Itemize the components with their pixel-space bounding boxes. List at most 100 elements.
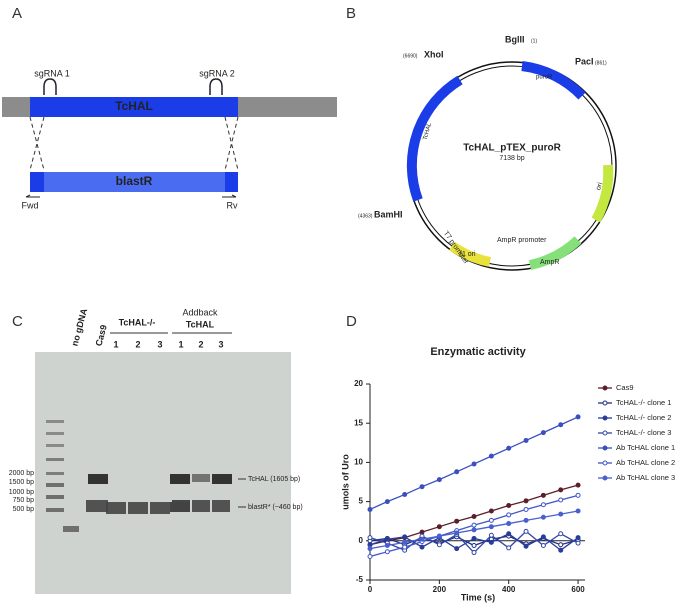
lane-number: 2 [198, 339, 203, 349]
ladder-label: 750 bp [13, 497, 35, 504]
gel-bands [46, 420, 230, 532]
point [558, 422, 564, 428]
ampr-arrow [528, 236, 582, 270]
marker-box [30, 172, 238, 192]
x-tick-label: 400 [502, 585, 516, 594]
point [575, 482, 581, 488]
point [436, 477, 442, 483]
chart-title: Enzymatic activity [430, 346, 526, 358]
site-pos: (6690) [403, 53, 418, 59]
arm [30, 172, 44, 192]
point [367, 553, 373, 559]
point [384, 536, 390, 542]
feature-label: AmpR promoter [497, 237, 547, 244]
site-pos: (1) [531, 38, 537, 44]
plasmid-name: TcHAL_pTEX_puroR [463, 143, 561, 154]
point [419, 529, 425, 535]
point [506, 521, 512, 527]
gel [35, 352, 291, 594]
x-axis-label: Time (s) [461, 592, 495, 602]
point [454, 530, 460, 536]
point [575, 508, 581, 514]
y-tick-label: 0 [359, 536, 364, 545]
marker-label: blastR [116, 174, 153, 188]
x-tick-label: 200 [433, 585, 447, 594]
legend-marker [602, 385, 608, 391]
feature-label: ori [595, 181, 604, 191]
point [506, 503, 512, 509]
point [558, 487, 564, 493]
band-label: blastR* (~460 bp) [248, 504, 303, 511]
x-tick-label: 0 [368, 585, 373, 594]
point [540, 543, 546, 549]
ladder-label: 500 bp [13, 506, 35, 513]
point [384, 549, 390, 555]
ladder-label: 1000 bp [9, 489, 34, 496]
point [540, 430, 546, 436]
point [575, 492, 581, 498]
ladder-label: 2000 bp [9, 470, 34, 477]
point [471, 513, 477, 519]
primer-label: Rv [227, 200, 238, 210]
point [523, 498, 529, 504]
point [367, 542, 373, 548]
plasmid-size: 7138 bp [499, 155, 524, 162]
point [419, 536, 425, 542]
arm [225, 172, 238, 192]
legend-label: TcHAL-/- clone 2 [616, 413, 671, 422]
gel-bands-upper [88, 474, 232, 484]
panel-letter: C [12, 313, 23, 330]
y-tick-label: 15 [354, 418, 363, 427]
f1-arrow [449, 241, 492, 267]
legend-marker [602, 475, 608, 481]
primer-arrow [25, 194, 237, 198]
point [488, 517, 494, 523]
point [523, 543, 529, 549]
lane-number: 3 [157, 339, 162, 349]
legend-marker [602, 430, 608, 436]
point [558, 511, 564, 517]
point [367, 506, 373, 512]
lane-label: Cas9 [94, 324, 109, 347]
panel-letter: D [346, 313, 357, 330]
gene-label: TcHAL [115, 99, 153, 113]
point [540, 492, 546, 498]
point [506, 531, 512, 537]
site-label: BglII [505, 34, 525, 44]
point [419, 544, 425, 550]
site-pos: (4363) [358, 213, 373, 219]
point [384, 499, 390, 505]
point [454, 546, 460, 552]
site-label: BamHI [374, 209, 403, 219]
point [506, 545, 512, 551]
panel-letter: B [346, 5, 356, 22]
feature-label: f1 ori [460, 251, 476, 258]
lane-number: 1 [178, 339, 183, 349]
point [436, 524, 442, 530]
point [575, 540, 581, 546]
legend-label: Ab TcHAL clone 2 [616, 458, 675, 467]
point [454, 518, 460, 524]
point [454, 469, 460, 475]
guide-label: sgRNA 2 [199, 68, 235, 78]
point [558, 547, 564, 553]
point [575, 535, 581, 541]
point [384, 543, 390, 549]
y-tick-label: 10 [354, 458, 363, 467]
point [558, 497, 564, 503]
series-line [369, 530, 579, 554]
feature-label: AmpR [540, 259, 559, 266]
point [558, 542, 564, 548]
y-tick-label: 20 [354, 379, 363, 388]
ori-arrow [591, 164, 614, 223]
legend-marker [602, 415, 608, 421]
puror-arrow [521, 61, 586, 100]
point [575, 414, 581, 420]
feature-label: TcHAL [423, 122, 434, 141]
point [488, 532, 494, 538]
legend-marker [602, 460, 608, 466]
legend-marker [602, 445, 608, 451]
y-axis-label: umols of Uro [340, 454, 350, 510]
band-label: TcHAL (1605 bp) [248, 476, 300, 483]
